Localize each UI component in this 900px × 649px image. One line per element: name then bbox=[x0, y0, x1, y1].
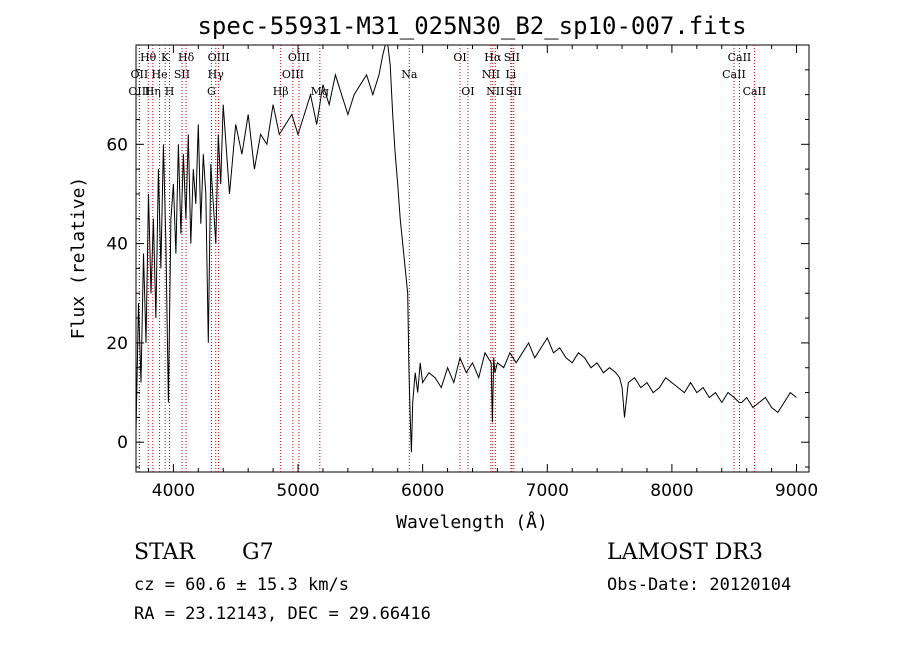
x-tick-label: 4000 bbox=[152, 481, 195, 501]
y-tick-label: 40 bbox=[106, 235, 128, 255]
line-label-27: CaII bbox=[743, 85, 767, 98]
line-label-8: Hδ bbox=[178, 51, 195, 64]
spectrum-line bbox=[135, 44, 797, 453]
y-axis-label: Flux (relative) bbox=[68, 177, 89, 340]
line-label-12: Hβ bbox=[273, 85, 289, 98]
x-axis-ticks: 4000 5000 6000 7000 8000 9000 bbox=[147, 45, 818, 501]
line-label-21: NII bbox=[486, 85, 504, 98]
x-tick-label: 6000 bbox=[401, 481, 444, 501]
line-label-23: Li bbox=[505, 68, 516, 81]
plot-frame bbox=[135, 44, 810, 473]
subclass-label: G7 bbox=[242, 540, 274, 565]
y-tick-label: 60 bbox=[106, 135, 128, 155]
x-tick-label: 7000 bbox=[526, 481, 569, 501]
line-label-20: Hα bbox=[484, 51, 502, 64]
y-tick-label: 20 bbox=[106, 334, 128, 354]
coordinates: RA = 23.12143, DEC = 29.66416 bbox=[134, 604, 431, 624]
line-label-5: He bbox=[152, 68, 168, 81]
line-label-9: OIII bbox=[208, 51, 230, 64]
line-label-7: SII bbox=[174, 68, 190, 81]
x-tick-label: 9000 bbox=[775, 481, 818, 501]
line-label-26: CaII bbox=[728, 51, 752, 64]
line-label-14: OIII bbox=[288, 51, 310, 64]
cz-value: cz = 60.6 ± 15.3 km/s bbox=[134, 575, 349, 595]
y-tick-label: 0 bbox=[117, 433, 128, 453]
spectral-line-markers bbox=[138, 45, 755, 472]
line-label-19: NII bbox=[482, 68, 500, 81]
y-axis-ticks: 0 20 40 60 bbox=[106, 69, 809, 468]
class-label: STAR bbox=[134, 540, 195, 565]
survey-label: LAMOST DR3 bbox=[607, 540, 763, 565]
x-tick-label: 8000 bbox=[650, 481, 693, 501]
chart-title: spec-55931-M31_025N30_B2_sp10-007.fits bbox=[197, 12, 746, 40]
obs-date: Obs-Date: 20120104 bbox=[607, 575, 792, 595]
line-label-1: OII bbox=[131, 68, 149, 81]
line-label-3: Hη bbox=[145, 85, 161, 98]
line-label-2: OIII bbox=[128, 85, 150, 98]
line-label-0: Hθ bbox=[140, 51, 157, 64]
line-label-22: SII bbox=[504, 51, 520, 64]
line-label-25: CaII bbox=[722, 68, 746, 81]
line-label-4: K bbox=[161, 51, 170, 64]
line-label-16: Na bbox=[401, 68, 418, 81]
x-tick-label: 5000 bbox=[276, 481, 319, 501]
line-label-10: Hγ bbox=[208, 68, 225, 81]
line-label-11: G bbox=[207, 85, 216, 98]
line-label-18: OI bbox=[461, 85, 474, 98]
line-label-13: OIII bbox=[282, 68, 304, 81]
line-label-17: OI bbox=[453, 51, 466, 64]
line-label-6: H bbox=[165, 85, 175, 98]
line-label-24: SII bbox=[506, 85, 522, 98]
x-axis-label: Wavelength (Å) bbox=[396, 511, 548, 533]
